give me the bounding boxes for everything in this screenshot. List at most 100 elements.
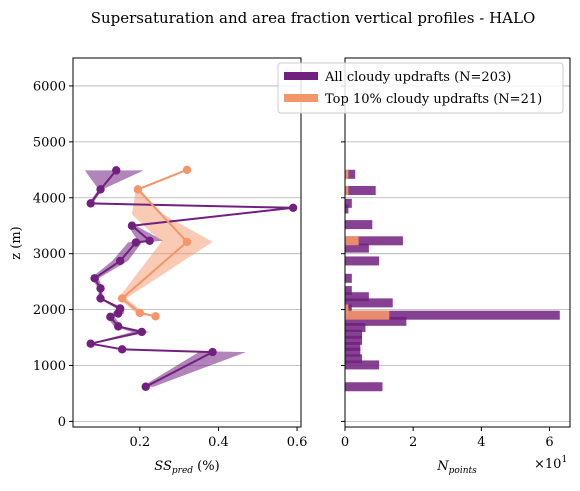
- bar-series-0: [345, 341, 361, 351]
- right-y-ticks: [341, 85, 345, 422]
- bar-series-0: [345, 204, 349, 214]
- series-point-0: [145, 236, 154, 246]
- series-point-1: [182, 237, 192, 247]
- right-axes-frame: [344, 57, 571, 428]
- series-point-0: [127, 221, 137, 230]
- right-x-ticks: 0 2 4 6: [341, 427, 554, 450]
- left-y-tick-label: 5000: [33, 135, 66, 150]
- chart-title: Supersaturation and area fraction vertic…: [91, 9, 536, 27]
- series-point-1: [182, 165, 192, 175]
- right-x-tick-label: 4: [477, 435, 485, 450]
- series-point-0: [96, 284, 105, 293]
- series-point-0: [117, 345, 127, 354]
- bar-series-1: [345, 304, 349, 314]
- bar-series-0: [345, 329, 363, 339]
- right-gridlines: [345, 85, 570, 422]
- left-x-tick-label: 0.6: [287, 435, 308, 450]
- series-point-0: [96, 185, 105, 194]
- right-x-label-main: N: [436, 459, 449, 474]
- bar-series-0: [345, 360, 380, 370]
- right-panel: 0 2 4 6 Npoints ×101: [341, 57, 571, 476]
- bar-series-0: [345, 220, 373, 230]
- left-x-label-main: SS: [154, 459, 172, 474]
- left-bands: [84, 169, 298, 387]
- bar-series-0: [345, 286, 352, 296]
- left-x-tick-label: 0.4: [208, 435, 229, 450]
- series-point-0: [288, 203, 298, 213]
- series-point-0: [115, 256, 125, 266]
- left-x-label-unit: (%): [193, 459, 220, 474]
- left-y-tick-label: 2000: [33, 303, 66, 318]
- bar-series-1: [345, 310, 390, 320]
- bar-series-0: [345, 382, 383, 392]
- legend-swatch-all: [284, 72, 318, 80]
- bar-series-0: [345, 236, 403, 246]
- series-point-0: [208, 347, 217, 357]
- left-gridlines: [73, 85, 301, 422]
- left-y-tick-label: 6000: [33, 79, 66, 94]
- left-x-axis-label: SSpred (%): [154, 459, 219, 476]
- bar-series-1: [345, 236, 359, 246]
- right-x-axis-label: Npoints: [436, 459, 477, 476]
- right-x-tick-label: 6: [545, 435, 553, 450]
- series-point-0: [112, 166, 121, 175]
- bar-series-0: [345, 322, 366, 332]
- left-y-tick-label: 4000: [33, 191, 66, 206]
- series-point-1: [133, 185, 143, 194]
- left-x-ticks: 0.2 0.4 0.6: [129, 427, 307, 450]
- left-y-tick-label: 0: [58, 415, 66, 430]
- left-axes-frame: [72, 57, 302, 428]
- series-point-0: [141, 382, 150, 391]
- left-y-tick-label: 3000: [33, 247, 66, 262]
- series-point-0: [131, 238, 141, 247]
- series-point-0: [90, 274, 99, 283]
- bar-series-0: [345, 243, 369, 253]
- series-point-0: [96, 294, 105, 303]
- right-x-label-sub: points: [449, 466, 477, 476]
- bar-series-0: [345, 273, 352, 283]
- series-line-0: [88, 169, 294, 388]
- right-x-tick-label: 2: [409, 435, 417, 450]
- bar-series-0: [345, 169, 356, 179]
- bar-series-0: [345, 354, 363, 364]
- bar-series-0: [345, 198, 352, 208]
- left-points: [86, 165, 298, 391]
- series-band-0: [84, 170, 298, 387]
- series-point-0: [86, 339, 95, 348]
- left-y-ticks: 0 1000 2000 3000 4000 5000 6000: [33, 79, 73, 430]
- bar-series-0: [345, 292, 369, 302]
- legend-swatch-top10: [284, 94, 318, 102]
- bar-series-0: [345, 335, 363, 345]
- legend-label-top10: Top 10% cloudy updrafts (N=21): [325, 92, 542, 107]
- series-point-1: [151, 312, 160, 321]
- bar-series-0: [345, 298, 393, 308]
- bar-series-0: [345, 316, 407, 326]
- bar-series-0: [345, 186, 376, 196]
- right-x-tick-label: 0: [341, 435, 349, 450]
- series-point-0: [115, 304, 125, 313]
- legend: All cloudy updrafts (N=203) Top 10% clou…: [277, 62, 564, 114]
- bar-series-1: [345, 169, 349, 179]
- y-axis-label: z (m): [9, 226, 24, 259]
- bar-series-0: [345, 256, 380, 266]
- left-lines: [88, 168, 294, 388]
- series-point-0: [106, 312, 115, 322]
- left-x-label-sub: pred: [172, 466, 193, 476]
- offset-text-base: ×10: [534, 457, 561, 472]
- bar-series-0: [345, 347, 361, 357]
- bar-series-1: [345, 186, 349, 196]
- series-point-0: [86, 199, 95, 208]
- series-point-0: [137, 327, 146, 337]
- left-y-tick-label: 1000: [33, 359, 66, 374]
- legend-label-all: All cloudy updrafts (N=203): [324, 70, 511, 85]
- series-point-0: [114, 322, 123, 331]
- left-panel: 0.2 0.4 0.6 0 1000 2000 3000 4000 5000 6000 SSpr…: [9, 57, 307, 476]
- offset-text-exp: 1: [561, 455, 567, 465]
- series-band-1: [118, 169, 213, 317]
- left-x-tick-label: 0.2: [129, 435, 150, 450]
- right-bars: [345, 169, 560, 392]
- series-point-1: [117, 294, 127, 303]
- series-point-1: [135, 308, 145, 318]
- offset-text: ×101: [534, 455, 567, 472]
